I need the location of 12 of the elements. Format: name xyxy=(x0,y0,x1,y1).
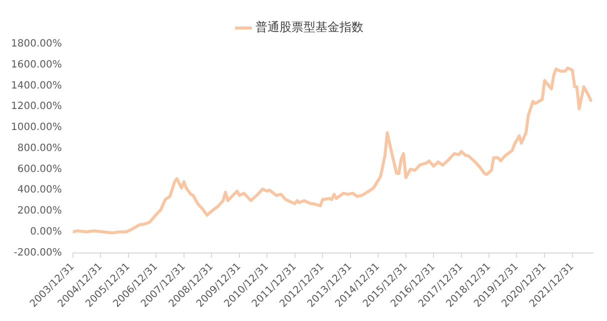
y-tick-label: 1000.00% xyxy=(10,122,62,134)
y-tick-label: 600.00% xyxy=(17,164,62,175)
y-tick-label: 800.00% xyxy=(17,142,62,154)
y-tick-label: 1800.00% xyxy=(10,38,62,50)
y-tick-label: 1200.00% xyxy=(10,101,62,112)
y-tick-label: 1400.00% xyxy=(10,80,62,92)
y-tick-label: 400.00% xyxy=(17,184,62,196)
y-tick-label: 200.00% xyxy=(17,206,62,217)
y-tick-label: 0.00% xyxy=(30,226,62,238)
y-tick-label: -200.00% xyxy=(14,247,62,258)
legend-label: 普通股票型基金指数 xyxy=(256,20,364,34)
y-tick-label: 1600.00% xyxy=(10,59,62,70)
